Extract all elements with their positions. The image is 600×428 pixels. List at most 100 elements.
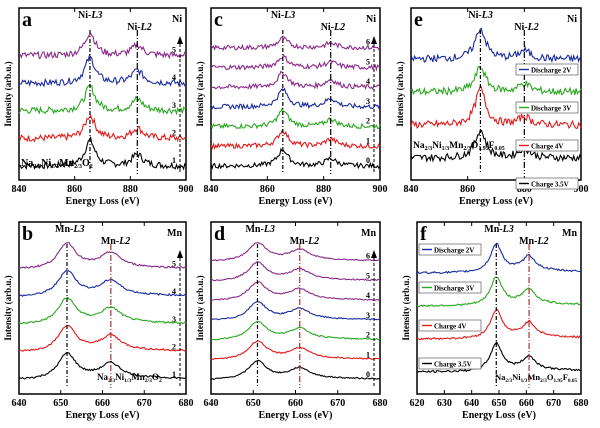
spectrum-line-5 [210, 53, 381, 72]
series-number-label: 1 [366, 136, 370, 145]
panel-b: 640 650 660 670 680 Energy Loss (eV) Intensity… [3, 221, 194, 421]
element-label: Mn [361, 228, 376, 239]
legend-box [515, 63, 579, 76]
series-number-label: 6 [366, 252, 370, 261]
legend-label: Discharge 3V [434, 285, 474, 293]
legend-box [515, 177, 579, 190]
legend-label: Charge 3.5V [434, 361, 472, 369]
spectrum-line-discharge-2v [416, 242, 582, 275]
x-axis-title: Energy Loss (eV) [462, 410, 536, 421]
legend-label: Charge 4V [531, 143, 563, 151]
spectrum-line-charge-4v [410, 85, 582, 129]
spectrum-line-charge-4v [416, 308, 582, 341]
y-axis-title: Intensity (arb.u.) [195, 275, 205, 340]
spectrum-line-discharge-2v [410, 27, 581, 64]
spectrum-line-4 [18, 269, 187, 297]
y-axis-title: Intensity (arb.u.) [3, 61, 13, 126]
x-tick-label: 880 [517, 184, 532, 195]
legend-box [418, 243, 482, 256]
peak-label: Mn-L2 [519, 236, 548, 247]
x-tick-label: 680 [574, 398, 589, 409]
spectrum-line-1 [210, 340, 381, 361]
x-tick-label: 650 [246, 398, 261, 409]
spectrum-line-1 [18, 136, 187, 171]
element-label: Mn [562, 228, 577, 239]
x-tick-label: 900 [179, 184, 194, 195]
spectrum-line-4 [211, 281, 381, 301]
element-label: Mn [167, 228, 182, 239]
compound-annotation: Na2/3Ni1/3Mn2/3O2 [21, 158, 93, 170]
spectrum-line-0 [210, 147, 381, 171]
x-axis-title: Energy Loss (eV) [259, 410, 333, 421]
element-label: Ni [366, 14, 376, 25]
series-number-label: 2 [366, 331, 370, 340]
spectrum-line-4 [210, 70, 381, 91]
spectrum-line-0 [210, 359, 381, 380]
series-number-label: 6 [366, 38, 370, 47]
series-number-label: 5 [172, 260, 176, 269]
spectrum-line-3 [210, 87, 381, 111]
x-tick-label: 650 [492, 398, 507, 409]
panel-f: 620 630 640 650 660 670 680 Energy Loss (eV) Int… [401, 221, 589, 421]
series-number-label: 1 [172, 370, 176, 379]
series-number-label: 5 [366, 57, 370, 66]
peak-label: Ni-L2 [127, 22, 151, 33]
series-number-label: 2 [172, 128, 176, 137]
x-tick-label: 660 [95, 398, 110, 409]
x-tick-label: 860 [260, 184, 275, 195]
peak-label: Ni-L3 [468, 10, 492, 21]
spectrum-line-5 [18, 32, 187, 60]
x-tick-label: 670 [546, 398, 561, 409]
x-tick-label: 620 [410, 398, 425, 409]
x-axis-title: Energy Loss (eV) [66, 196, 140, 207]
peak-label: Mn-L3 [484, 224, 513, 235]
panel-a: 840 860 880 900 Energy Loss (eV) Intensity (a… [3, 7, 194, 207]
peak-label: Ni-L2 [321, 22, 345, 33]
series-number-label: 3 [366, 97, 370, 106]
peak-label: Ni-L3 [78, 10, 102, 21]
panel-letter: c [214, 9, 223, 31]
plot-frame [210, 7, 381, 181]
x-tick-label: 840 [12, 184, 27, 195]
spectrum-line-1 [18, 352, 187, 380]
x-tick-label: 670 [137, 398, 152, 409]
x-tick-label: 860 [67, 184, 82, 195]
panel-c: 840 860 880 900 Energy Loss (eV) Intensity (a… [195, 7, 388, 207]
x-tick-label: 900 [373, 184, 388, 195]
x-tick-label: 840 [404, 184, 419, 195]
spectrum-line-3 [18, 296, 187, 325]
y-axis-title: Intensity (arb.u.) [401, 275, 411, 340]
x-tick-label: 680 [179, 398, 194, 409]
spectrum-line-2 [210, 320, 381, 341]
progression-arrow-icon [177, 250, 183, 258]
x-axis-title: Energy Loss (eV) [459, 196, 533, 207]
series-number-label: 4 [172, 287, 176, 296]
y-axis-title: Intensity (arb.u.) [395, 61, 405, 126]
series-number-label: 2 [172, 342, 176, 351]
progression-arrow-icon [177, 36, 183, 44]
x-tick-label: 670 [330, 398, 345, 409]
progression-arrow-icon [371, 36, 377, 44]
legend-box [515, 139, 579, 152]
panel-letter: a [22, 9, 32, 31]
series-number-label: 5 [172, 46, 176, 55]
element-label: Ni [567, 14, 577, 25]
plot-frame [18, 7, 187, 181]
series-number-label: 5 [366, 271, 370, 280]
plot-frame [410, 7, 582, 181]
spectrum-line-2 [19, 324, 187, 352]
legend-label: Discharge 2V [531, 67, 571, 75]
series-number-label: 3 [172, 315, 176, 324]
series-number-label: 4 [366, 291, 370, 300]
spectrum-line-6 [210, 36, 381, 52]
series-number-label: 1 [366, 350, 370, 359]
legend-box [418, 319, 482, 332]
x-tick-label: 660 [519, 398, 534, 409]
series-number-label: 4 [366, 77, 370, 86]
plot-frame [18, 221, 187, 395]
peak-label: Ni-L3 [271, 10, 295, 21]
peak-label: Mn-L2 [101, 236, 130, 247]
peak-label: Mn-L2 [290, 236, 319, 247]
